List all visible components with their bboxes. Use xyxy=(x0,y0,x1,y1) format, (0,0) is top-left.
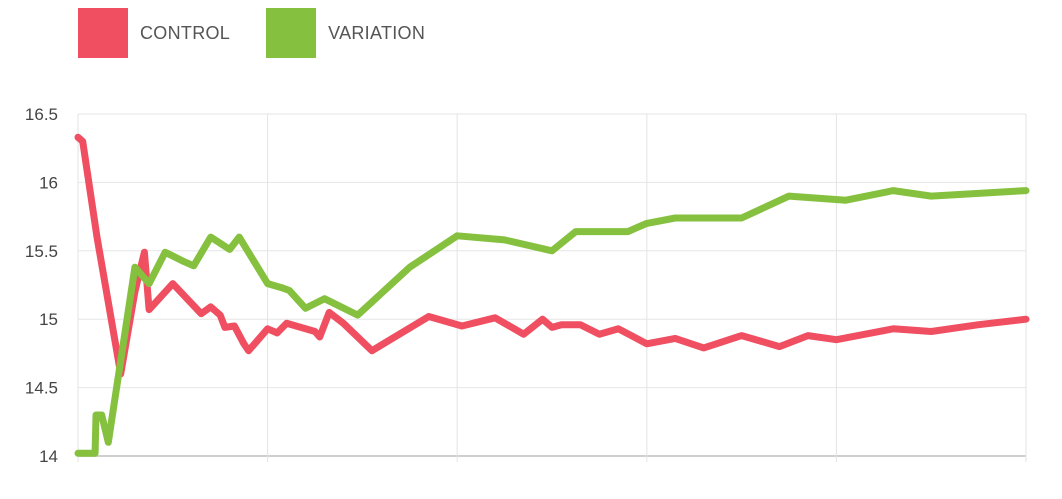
y-tick-label: 14.5 xyxy=(25,379,58,398)
legend-item-control[interactable]: CONTROL xyxy=(78,8,230,58)
y-tick-label: 16.5 xyxy=(25,105,58,124)
series-line-variation[interactable] xyxy=(74,187,1030,457)
chart-series xyxy=(74,133,1030,457)
legend-label-control: CONTROL xyxy=(140,22,231,43)
series-line-control[interactable] xyxy=(74,133,1030,378)
y-tick-label: 14 xyxy=(39,447,58,466)
chart-grid xyxy=(77,113,1027,462)
legend-swatch-control xyxy=(78,8,128,58)
chart-legend: CONTROL VARIATION xyxy=(78,8,461,58)
y-axis-labels: 14 14.5 15 15.5 16 16.5 xyxy=(25,105,58,466)
y-tick-label: 16 xyxy=(39,173,58,192)
legend-label-variation: VARIATION xyxy=(328,22,426,43)
legend-item-variation[interactable]: VARIATION xyxy=(266,8,425,58)
legend-swatch-variation xyxy=(266,8,317,58)
y-tick-label: 15 xyxy=(39,310,58,329)
y-tick-label: 15.5 xyxy=(25,242,58,261)
